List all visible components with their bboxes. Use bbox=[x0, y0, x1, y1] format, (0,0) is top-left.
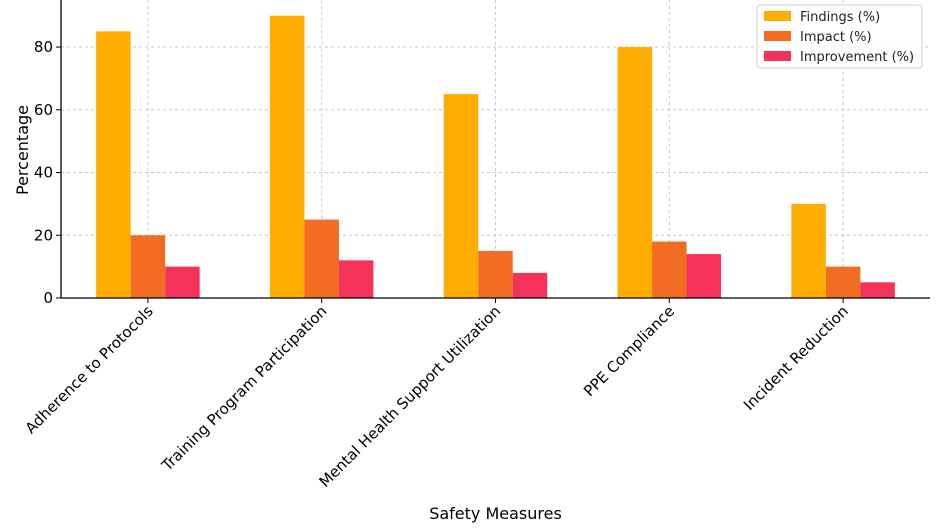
bar bbox=[96, 31, 131, 299]
legend-label: Improvement (%) bbox=[800, 50, 914, 65]
bar bbox=[304, 219, 339, 298]
y-tick-label: 60 bbox=[34, 101, 53, 119]
x-axis-title: Safety Measures bbox=[429, 504, 562, 523]
bar bbox=[165, 266, 200, 298]
bar bbox=[269, 15, 305, 299]
bar bbox=[652, 241, 687, 298]
bar bbox=[512, 272, 548, 298]
y-tick-labels: 0 20 40 60 80 bbox=[34, 38, 61, 307]
y-tick-label: 20 bbox=[34, 226, 53, 244]
bar bbox=[686, 254, 722, 298]
x-tick-label: Training Program Participation bbox=[158, 302, 331, 475]
legend-swatch bbox=[764, 51, 791, 61]
bar bbox=[130, 235, 166, 298]
bar bbox=[825, 266, 861, 298]
legend-label: Impact (%) bbox=[800, 30, 872, 45]
y-tick-label: 40 bbox=[34, 164, 53, 182]
bar bbox=[338, 260, 374, 298]
bar bbox=[860, 282, 895, 298]
legend-label: Findings (%) bbox=[800, 10, 880, 25]
x-tick-label: Incident Reduction bbox=[740, 302, 852, 414]
x-tick-labels: Adherence to Protocols Training Program P… bbox=[22, 298, 852, 491]
x-tick-label: PPE Compliance bbox=[580, 302, 678, 400]
legend-box bbox=[756, 4, 923, 69]
legend-swatch bbox=[764, 11, 791, 21]
legend-swatch bbox=[764, 31, 791, 41]
x-tick-label: Mental Health Support Utilization bbox=[316, 302, 505, 491]
bar bbox=[478, 250, 513, 298]
y-axis-title: Percentage bbox=[13, 105, 32, 195]
bars bbox=[96, 15, 895, 299]
legend: Findings (%) Impact (%) Improvement (%) bbox=[756, 4, 923, 69]
y-tick-label: 80 bbox=[34, 38, 53, 56]
bar bbox=[617, 47, 653, 299]
bar bbox=[791, 203, 826, 298]
x-tick-label: Adherence to Protocols bbox=[22, 302, 157, 437]
y-tick-label: 0 bbox=[43, 289, 53, 307]
bar bbox=[443, 94, 479, 299]
